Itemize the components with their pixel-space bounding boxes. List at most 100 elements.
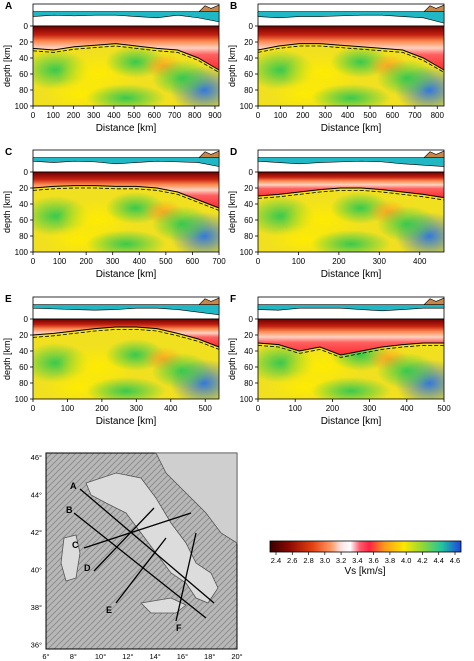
y-tick-label-e: 80 — [19, 379, 28, 388]
x-tick-label-c: 600 — [186, 257, 200, 266]
moho-reference-line-b — [257, 45, 445, 73]
x-tick-label-a: 600 — [148, 111, 162, 120]
x-axis-f: 0 100 200 300 400 500 Distance [km] — [256, 399, 451, 427]
moho-reference-line-f — [257, 345, 444, 358]
longitude-tick-label: 6° — [42, 652, 49, 661]
colorbar-tick-label: 3.0 — [320, 556, 330, 565]
colorbar-gradient — [269, 540, 462, 553]
land-relief-b — [423, 4, 445, 12]
x-tick-label-e: 0 — [31, 404, 36, 413]
y-tick-label-d: 40 — [244, 200, 253, 209]
x-axis-label-e: Distance [km] — [96, 416, 157, 427]
x-axis-d: 0 100 200 300 400 Distance [km] — [256, 252, 427, 280]
y-tick-label-f: 80 — [244, 379, 253, 388]
topography-strip-a — [32, 3, 220, 27]
panel-letter-a: A — [5, 1, 12, 12]
x-axis-b: 0 100 200 300 400 500 600 700 800 Distance [km] — [256, 106, 445, 134]
crust-band-b — [258, 26, 444, 70]
moho-line-f — [257, 342, 444, 356]
x-tick-label-f: 300 — [363, 404, 377, 413]
y-tick-label-d: 0 — [249, 168, 254, 177]
x-tick-label-f: 100 — [289, 404, 303, 413]
y-tick-label-f: 40 — [244, 347, 253, 356]
y-axis-label-f: depth [km] — [227, 338, 237, 380]
land-relief-f — [423, 297, 445, 305]
colorbar-tick-label: 4.6 — [450, 556, 460, 565]
map-profile-line — [73, 512, 207, 619]
x-tick-label-a: 700 — [168, 111, 182, 120]
y-axis-label-c: depth [km] — [2, 191, 12, 233]
x-tick-label-b: 500 — [363, 111, 377, 120]
x-tick-label-f: 500 — [437, 404, 451, 413]
y-tick-label-b: 60 — [244, 70, 253, 79]
x-tick-label-b: 300 — [319, 111, 333, 120]
y-axis-d: 0 20 40 60 80 100 depth [km] — [227, 168, 258, 257]
sea-water-c — [32, 157, 220, 167]
map-land-sicily — [140, 597, 187, 614]
map-profile-label: D — [84, 563, 91, 573]
longitude-tick-label: 12° — [122, 652, 133, 661]
sea-water-e — [32, 304, 220, 316]
x-tick-label-b: 100 — [274, 111, 288, 120]
x-tick-label-d: 300 — [373, 257, 387, 266]
x-tick-label-a: 0 — [31, 111, 36, 120]
x-tick-label-b: 400 — [341, 111, 355, 120]
x-tick-label-c: 100 — [53, 257, 67, 266]
x-tick-label-c: 200 — [79, 257, 93, 266]
crust-band-c — [33, 172, 219, 208]
map-profile-labels: A B C D E F — [66, 481, 182, 633]
y-axis-c: 0 20 40 60 80 100 depth [km] — [2, 168, 33, 257]
y-tick-label-a: 40 — [19, 54, 28, 63]
moho-line-b — [257, 43, 445, 71]
x-axis-c: 0 100 200 300 400 500 600 700 Distance [km] — [31, 252, 226, 280]
y-axis-label-e: depth [km] — [2, 338, 12, 380]
y-tick-label-f: 60 — [244, 363, 253, 372]
sea-water-a — [32, 11, 220, 23]
map-profile-label: A — [70, 481, 77, 491]
y-tick-label-c: 60 — [19, 216, 28, 225]
y-axis-b: 0 20 40 60 80 100 depth [km] — [227, 22, 258, 111]
x-tick-label-d: 0 — [256, 257, 261, 266]
latitude-tick-label: 38° — [31, 603, 42, 612]
x-tick-label-c: 300 — [106, 257, 120, 266]
moho-reference-line-e — [32, 329, 220, 350]
crust-band-f — [258, 319, 444, 355]
topography-strip-f — [257, 296, 445, 320]
y-tick-label-d: 60 — [244, 216, 253, 225]
map-profile-label: E — [106, 605, 112, 615]
y-tick-label-c: 100 — [15, 248, 29, 257]
y-tick-label-b: 80 — [244, 86, 253, 95]
map-profile-line — [83, 512, 192, 549]
x-tick-label-b: 800 — [431, 111, 445, 120]
velocity-section-f — [257, 318, 445, 400]
x-tick-label-a: 300 — [87, 111, 101, 120]
y-axis-label-d: depth [km] — [227, 191, 237, 233]
colorbar-tick-label: 2.8 — [303, 556, 313, 565]
longitude-tick-label: 16° — [177, 652, 188, 661]
x-tick-label-a: 400 — [107, 111, 121, 120]
x-tick-label-d: 200 — [332, 257, 346, 266]
map-longitude-ticks: 6° 8° 10° 12° 14° 16° 18° 20° — [42, 652, 242, 661]
colorbar-ticks: 2.4 2.6 2.8 3.0 3.2 3.4 3.6 3.8 4.0 4.2 4.4 4.6 — [271, 552, 460, 565]
y-tick-label-b: 0 — [249, 22, 254, 31]
moho-line-a — [32, 43, 220, 71]
longitude-tick-label: 20° — [231, 652, 242, 661]
topography-strip-e — [32, 296, 220, 320]
y-tick-label-e: 0 — [24, 315, 29, 324]
x-tick-label-f: 200 — [326, 404, 340, 413]
x-tick-label-a: 500 — [127, 111, 141, 120]
map-profile-line — [79, 488, 215, 604]
x-tick-label-e: 400 — [164, 404, 178, 413]
y-tick-label-d: 20 — [244, 184, 253, 193]
y-tick-label-c: 40 — [19, 200, 28, 209]
map-land-sardinia — [60, 534, 81, 582]
y-tick-label-e: 60 — [19, 363, 28, 372]
velocity-section-b — [257, 25, 445, 107]
y-tick-label-b: 100 — [240, 102, 254, 111]
y-tick-label-e: 20 — [19, 331, 28, 340]
y-tick-label-a: 20 — [19, 38, 28, 47]
y-axis-a: 0 20 40 60 80 100 depth [km] — [2, 22, 33, 111]
x-tick-label-a: 900 — [208, 111, 222, 120]
panel-letter-c: C — [5, 147, 12, 158]
